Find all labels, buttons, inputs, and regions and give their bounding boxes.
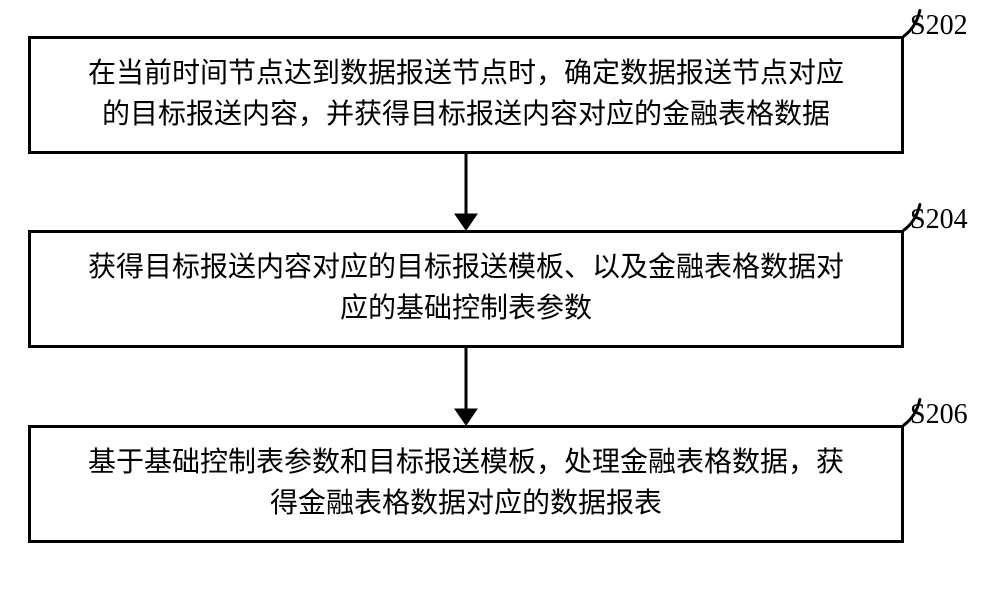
flow-node-s202: 在当前时间节点达到数据报送节点时，确定数据报送节点对应 的目标报送内容，并获得目… — [28, 36, 904, 154]
flow-node-s202-text: 在当前时间节点达到数据报送节点时，确定数据报送节点对应 的目标报送内容，并获得目… — [88, 54, 844, 135]
flowchart-canvas: 在当前时间节点达到数据报送节点时，确定数据报送节点对应 的目标报送内容，并获得目… — [0, 0, 1000, 601]
flow-label-s202: S202 — [910, 10, 968, 42]
flow-node-s206: 基于基础控制表参数和目标报送模板，处理金融表格数据，获 得金融表格数据对应的数据… — [28, 425, 904, 543]
flow-node-s204-text: 获得目标报送内容对应的目标报送模板、以及金融表格数据对 应的基础控制表参数 — [88, 248, 844, 329]
flow-label-s204: S204 — [910, 204, 968, 236]
flow-node-s204: 获得目标报送内容对应的目标报送模板、以及金融表格数据对 应的基础控制表参数 — [28, 230, 904, 348]
flow-node-s206-text: 基于基础控制表参数和目标报送模板，处理金融表格数据，获 得金融表格数据对应的数据… — [88, 443, 844, 524]
flow-label-s206: S206 — [910, 399, 968, 431]
